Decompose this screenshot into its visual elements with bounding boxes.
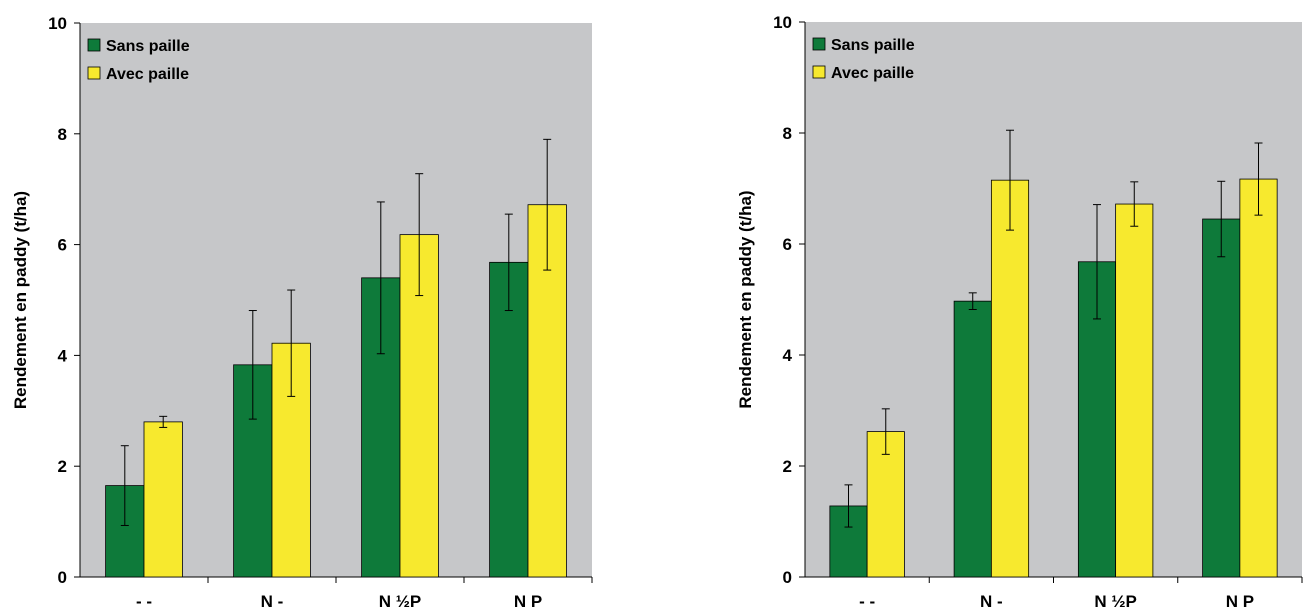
y-tick-label: 0 <box>783 568 792 587</box>
chart-2: 0 2 4 6 8 10 Rendement en paddy (t/ha) - - N - N … <box>736 13 1303 611</box>
y-tick-label: 0 <box>58 568 67 587</box>
y-tick-label: 2 <box>58 457 67 476</box>
y-tick-label: 6 <box>58 236 67 255</box>
y-tick-label: 4 <box>783 346 793 365</box>
y-tick-label: 8 <box>783 124 792 143</box>
y-tick-label: 4 <box>58 346 68 365</box>
x-category-label: - - <box>859 592 875 611</box>
x-category-label: N P <box>1226 592 1254 611</box>
x-category-label: N - <box>261 592 284 611</box>
bar-sans-paille <box>489 261 529 578</box>
bar-avec-paille <box>990 179 1030 578</box>
legend-label: Avec paille <box>831 65 914 82</box>
x-category-label: N ½P <box>1094 592 1137 611</box>
legend-label: Avec paille <box>106 66 189 83</box>
y-tick-label: 10 <box>773 13 792 32</box>
x-category-label: - - <box>136 592 152 611</box>
legend-swatch <box>87 66 101 80</box>
chart-1: 0 2 4 6 8 10 Rendement en paddy (t/ha) - - N - N … <box>11 14 593 611</box>
bar-sans-paille <box>953 300 992 578</box>
legend-label: Sans paille <box>831 37 915 54</box>
y-axis-title: Rendement en paddy (t/ha) <box>736 190 755 408</box>
legend-swatch <box>812 65 826 79</box>
legend-swatch <box>812 37 826 51</box>
bar-avec-paille <box>1239 178 1278 578</box>
legend-label: Sans paille <box>106 38 190 55</box>
y-tick-label: 6 <box>783 235 792 254</box>
x-category-label: N - <box>980 592 1003 611</box>
bar-avec-paille <box>1115 203 1154 578</box>
bar-avec-paille <box>866 431 905 578</box>
y-tick-label: 10 <box>48 14 67 33</box>
x-category-label: N ½P <box>379 592 422 611</box>
x-category-label: N P <box>514 592 542 611</box>
y-axis-title: Rendement en paddy (t/ha) <box>11 191 30 409</box>
bar-avec-paille <box>143 421 183 578</box>
y-tick-label: 2 <box>783 457 792 476</box>
bar-sans-paille <box>1202 218 1241 578</box>
legend-swatch <box>87 38 101 52</box>
y-tick-label: 8 <box>58 125 67 144</box>
